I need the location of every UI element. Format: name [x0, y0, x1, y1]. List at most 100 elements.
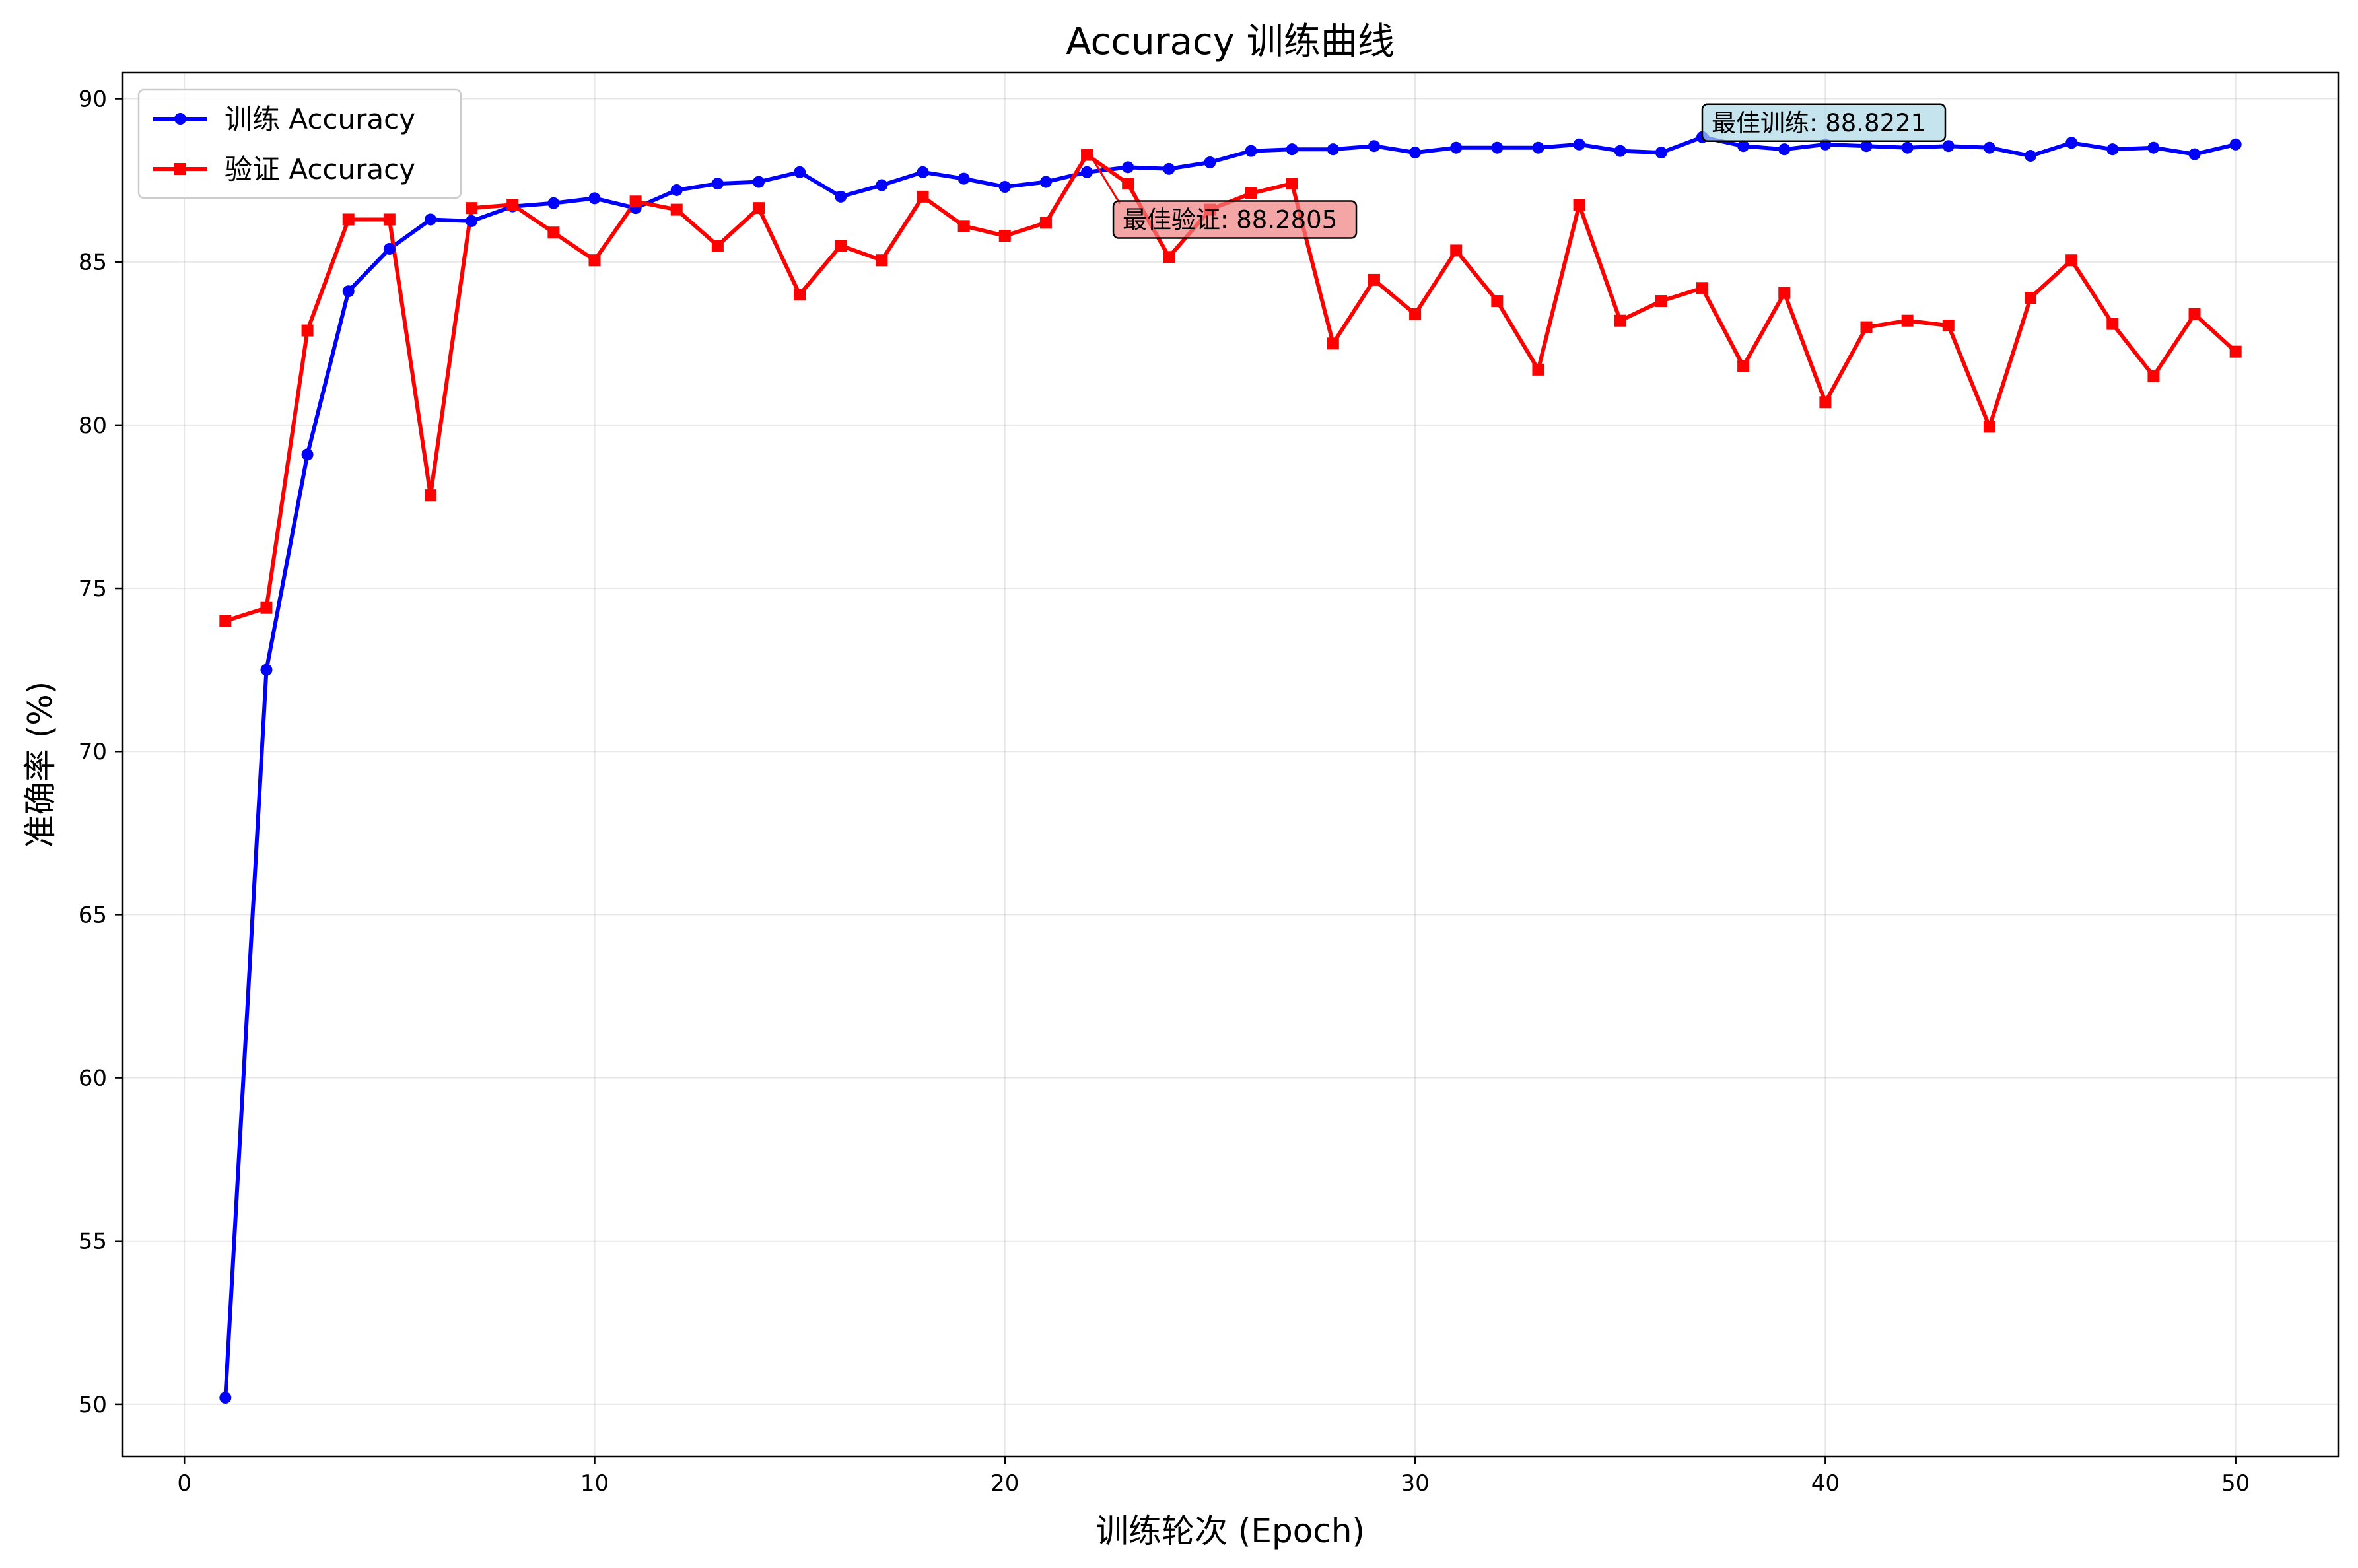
data-point-val — [1327, 337, 1339, 350]
y-tick-label: 70 — [79, 739, 107, 765]
x-tick-label: 10 — [580, 1470, 609, 1497]
data-point-train — [1655, 147, 1667, 159]
data-point-val — [588, 254, 601, 267]
data-point-val — [1942, 320, 1955, 332]
data-point-val — [629, 195, 642, 208]
data-point-train — [1409, 147, 1422, 159]
data-point-val — [753, 202, 765, 215]
data-point-val — [1491, 295, 1504, 308]
data-point-val — [1696, 282, 1708, 294]
data-point-val — [1532, 363, 1544, 376]
data-point-val — [1081, 149, 1093, 161]
data-point-train — [1573, 138, 1585, 151]
data-point-train — [1368, 140, 1380, 153]
data-point-train — [917, 166, 929, 178]
data-point-train — [1163, 162, 1175, 175]
data-point-train — [794, 166, 806, 178]
data-point-val — [2065, 254, 2078, 267]
y-tick-label: 65 — [79, 902, 107, 928]
data-point-val — [547, 226, 560, 239]
data-point-train — [1122, 161, 1134, 174]
annotations: 最佳训练: 88.8221 最佳验证: 88.2805 — [1090, 103, 1947, 239]
data-point-val — [1450, 244, 1463, 257]
y-tick-label: 85 — [79, 250, 107, 276]
data-point-val — [1245, 187, 1257, 199]
data-point-val — [301, 324, 314, 337]
data-point-val — [2147, 370, 2160, 382]
legend-entry-val: 验证 Accuracy — [153, 153, 415, 186]
data-point-val — [1819, 396, 1832, 409]
data-point-val — [1409, 308, 1422, 320]
data-point-val — [342, 213, 355, 226]
data-point-train — [2147, 141, 2160, 154]
data-point-val — [1163, 251, 1175, 263]
data-point-train — [1614, 145, 1626, 157]
data-point-train — [383, 242, 396, 255]
x-tick-label: 20 — [990, 1470, 1019, 1497]
data-point-train — [1983, 141, 1995, 154]
data-point-train — [1039, 176, 1052, 188]
data-point-train — [342, 285, 355, 298]
data-point-val — [506, 199, 519, 211]
plot-frame — [121, 71, 2340, 1458]
data-point-train — [2025, 150, 2037, 162]
x-tick-label: 50 — [2221, 1470, 2250, 1497]
legend-frame — [137, 88, 462, 199]
data-point-train — [1737, 140, 1750, 153]
data-point-val — [424, 489, 436, 502]
data-point-val — [1368, 273, 1380, 286]
data-point-train — [219, 1392, 232, 1404]
data-point-train — [2229, 138, 2242, 151]
data-point-train — [260, 664, 273, 676]
data-point-train — [588, 192, 601, 205]
data-point-val — [876, 254, 888, 267]
annotation-text: 最佳验证: 88.2805 — [1123, 206, 1337, 234]
legend-entry-train: 训练 Accuracy — [153, 103, 415, 135]
data-point-val — [2229, 345, 2242, 358]
data-point-val — [917, 190, 929, 203]
data-point-val — [383, 213, 396, 226]
y-tick-label: 55 — [79, 1229, 107, 1255]
data-point-train — [835, 190, 847, 203]
data-point-train — [301, 448, 314, 461]
data-point-train — [1081, 166, 1093, 178]
x-tick-label: 30 — [1401, 1470, 1429, 1497]
data-point-train — [2188, 148, 2201, 160]
data-point-train — [957, 172, 970, 185]
data-point-train — [711, 178, 724, 190]
data-point-val — [998, 230, 1011, 242]
legend-label: 验证 Accuracy — [225, 153, 415, 186]
data-point-val — [1737, 360, 1750, 372]
annotation-text: 最佳训练: 88.8221 — [1712, 109, 1926, 137]
x-axis-ticks: 0 10 20 30 40 50 — [177, 1456, 2250, 1497]
data-point-train — [1204, 156, 1216, 168]
data-point-train — [670, 184, 683, 196]
data-point-val — [2025, 292, 2037, 304]
y-axis-ticks: 50 55 60 65 70 75 80 85 90 — [79, 86, 123, 1418]
y-tick-label: 80 — [79, 413, 107, 439]
data-point-val — [670, 203, 683, 216]
data-point-train — [1532, 141, 1544, 154]
data-point-train — [753, 176, 765, 188]
data-point-val — [260, 601, 273, 614]
data-point-val — [466, 202, 478, 215]
x-tick-label: 40 — [1811, 1470, 1840, 1497]
data-point-val — [1614, 314, 1626, 327]
annotation-box — [1112, 200, 1358, 239]
data-point-val — [835, 240, 847, 252]
data-point-val — [1039, 217, 1052, 229]
data-point-val — [957, 220, 970, 232]
annotation-best-train: 最佳训练: 88.8221 — [1701, 103, 1947, 143]
data-point-train — [998, 181, 1011, 193]
data-point-train — [1860, 140, 1873, 153]
data-point-val — [219, 615, 232, 627]
legend-label: 训练 Accuracy — [225, 103, 415, 135]
chart-title: Accuracy 训练曲线 — [1066, 20, 1394, 63]
data-point-val — [711, 240, 724, 252]
data-point-train — [1286, 143, 1298, 156]
data-point-train — [1327, 143, 1339, 156]
y-tick-label: 50 — [79, 1392, 107, 1418]
data-point-val — [794, 289, 806, 301]
